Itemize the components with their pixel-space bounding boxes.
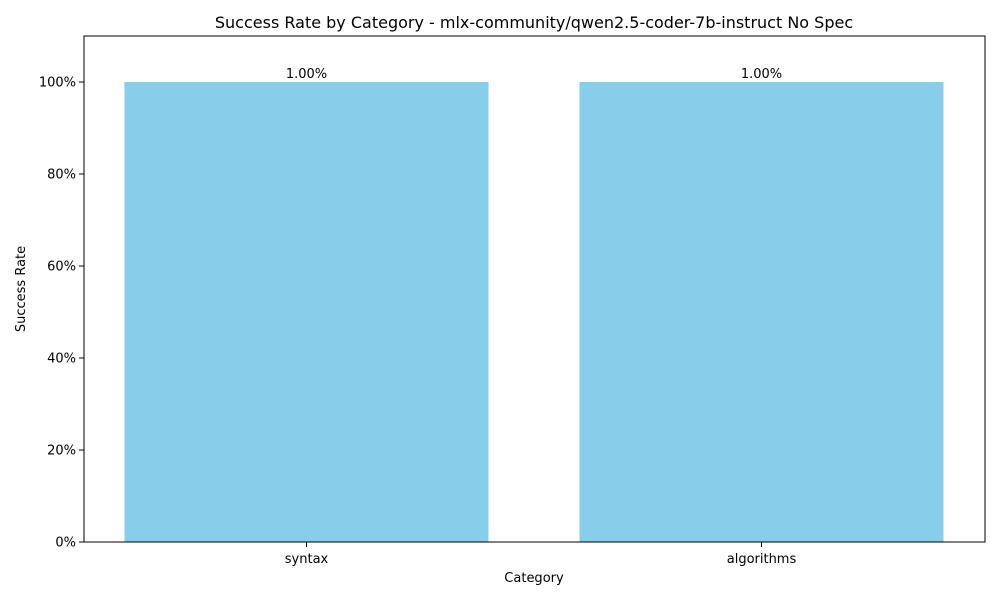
x-axis-label: Category: [504, 571, 564, 586]
bar-algorithms: [579, 82, 944, 542]
bar-labels-group: 1.00% 1.00%: [286, 67, 782, 82]
x-tick-label-syntax: syntax: [285, 552, 329, 567]
x-tick-label-algorithms: algorithms: [727, 552, 797, 567]
bars-group: [124, 82, 944, 542]
bar-value-label-algorithms: 1.00%: [741, 67, 782, 82]
chart-title: Success Rate by Category - mlx-community…: [215, 13, 853, 32]
y-tick-label-0: 0%: [55, 536, 76, 551]
y-tick-label-4: 80%: [47, 168, 76, 183]
y-tick-label-2: 40%: [47, 352, 76, 367]
y-axis: 0% 20% 40% 60% 80% 100%: [39, 76, 84, 551]
y-tick-label-1: 20%: [47, 444, 76, 459]
bar-syntax: [124, 82, 489, 542]
plot-frame: [83, 35, 986, 543]
y-axis-label: Success Rate: [14, 246, 29, 332]
x-axis: syntax algorithms: [285, 542, 797, 567]
bar-value-label-syntax: 1.00%: [286, 67, 327, 82]
y-tick-label-3: 60%: [47, 260, 76, 275]
y-tick-label-5: 100%: [39, 76, 76, 91]
